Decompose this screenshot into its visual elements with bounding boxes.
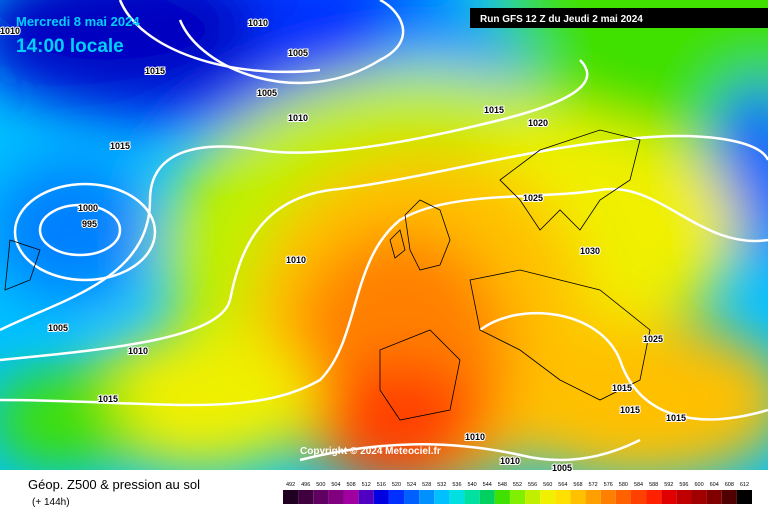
colorbar-cell — [540, 490, 556, 504]
colorbar-cell — [721, 490, 737, 504]
colorbar-cell — [313, 490, 329, 504]
colorbar-cell — [298, 490, 314, 504]
isobar-label: 1005 — [48, 323, 68, 333]
isobar-label: 995 — [82, 219, 97, 229]
isobar-label: 1025 — [523, 193, 543, 203]
colorbar-label: 536 — [452, 482, 461, 488]
colorbar-label: 500 — [316, 482, 325, 488]
run-box — [470, 8, 768, 28]
colorbar-cell — [479, 490, 495, 504]
colorbar-cell — [404, 490, 420, 504]
isobar-label: 1030 — [580, 246, 600, 256]
colorbar-label: 532 — [437, 482, 446, 488]
colorbar-label: 592 — [664, 482, 673, 488]
colorbar-label: 584 — [634, 482, 643, 488]
isobar-labels: 1010 1010 1005 1015 1005 1010 1015 1020 1015 1000… — [0, 17, 687, 474]
isobar-label: 1010 — [286, 255, 306, 265]
colorbar-cell — [661, 490, 677, 504]
colorbar-cell — [646, 490, 662, 504]
colorbar-label: 604 — [710, 482, 719, 488]
colorbar-cell — [509, 490, 526, 504]
isobar-label: 1015 — [620, 405, 640, 415]
colorbar-label: 568 — [573, 482, 582, 488]
colorbar-cell — [388, 490, 405, 504]
colorbar-cell — [419, 490, 435, 504]
isobar-label: 1010 — [465, 432, 485, 442]
colorbar-cell — [706, 490, 722, 504]
colorbar-label: 492 — [286, 482, 295, 488]
copyright: Copyright © 2024 Meteociel.fr — [300, 446, 441, 457]
isobars — [0, 0, 768, 462]
isobar-label: 1010 — [128, 346, 148, 356]
colorbar-label: 520 — [392, 482, 401, 488]
isobar-label: 1005 — [288, 48, 308, 58]
colorbar-label: 552 — [513, 482, 522, 488]
colorbar-label: 612 — [740, 482, 749, 488]
colorbar-label: 576 — [604, 482, 613, 488]
colorbar-cell — [343, 490, 359, 504]
colorbar-label: 608 — [725, 482, 734, 488]
colorbar-cell — [691, 490, 707, 504]
colorbar-label: 544 — [483, 482, 492, 488]
isobar-label: 1005 — [257, 88, 277, 98]
forecast-time: 14:00 locale — [16, 36, 124, 57]
colorbar-cell — [555, 490, 571, 504]
isobar-label: 1010 — [288, 113, 308, 123]
isobar-label: 1015 — [145, 66, 165, 76]
isobar-label: 1005 — [552, 463, 572, 473]
colorbar-cell — [494, 490, 510, 504]
colorbar-cell — [600, 490, 616, 504]
colorbar-label: 588 — [649, 482, 658, 488]
colorbar-label: 596 — [679, 482, 688, 488]
isobar-label: 1020 — [528, 118, 548, 128]
colorbar-cell — [449, 490, 465, 504]
colorbar-label: 540 — [468, 482, 477, 488]
colorbar-label: 580 — [619, 482, 628, 488]
isobar-label: 1015 — [110, 141, 130, 151]
colorbar-label: 564 — [558, 482, 567, 488]
isobar-label: 1000 — [78, 203, 98, 213]
isobar-label: 1010 — [500, 456, 520, 466]
colorbar-cell — [464, 490, 480, 504]
colorbar-label: 560 — [543, 482, 552, 488]
footer-title: Géop. Z500 & pression au sol — [28, 477, 200, 492]
colorbar-label: 600 — [694, 482, 703, 488]
colorbar-cell — [736, 490, 752, 504]
colorbar-label: 556 — [528, 482, 537, 488]
isobar-label: 1015 — [666, 413, 686, 423]
colorbar-cell — [676, 490, 692, 504]
colorbar-cell — [585, 490, 601, 504]
isobar-label: 1025 — [643, 334, 663, 344]
colorbar-label: 548 — [498, 482, 507, 488]
colorbar-cell — [525, 490, 541, 504]
forecast-date: Mercredi 8 mai 2024 — [16, 14, 140, 29]
colorbar-label: 496 — [301, 482, 310, 488]
colorbar-cell — [358, 490, 374, 504]
colorbar-label: 572 — [589, 482, 598, 488]
colorbar-cell — [434, 490, 450, 504]
colorbar-label: 528 — [422, 482, 431, 488]
colorbar-cell — [615, 490, 631, 504]
footer-subtitle: (+ 144h) — [32, 497, 70, 508]
colorbar-cell — [283, 490, 299, 504]
isobar-label: 1015 — [612, 383, 632, 393]
colorbar: 492 496 500 504 508 512 516 520 524 528 532 536 540 5… — [283, 482, 752, 504]
colorbar-cell — [630, 490, 647, 504]
colorbar-cell — [328, 490, 344, 504]
coastlines — [4, 129, 651, 421]
isobar-label: 1015 — [98, 394, 118, 404]
isobar-label: 1010 — [248, 18, 268, 28]
colorbar-label: 508 — [346, 482, 355, 488]
colorbar-label: 504 — [331, 482, 340, 488]
map — [0, 0, 768, 470]
colorbar-label: 516 — [377, 482, 386, 488]
run-info: Run GFS 12 Z du Jeudi 2 mai 2024 — [480, 14, 643, 25]
colorbar-cell — [570, 490, 586, 504]
colorbar-label: 524 — [407, 482, 416, 488]
colorbar-label: 512 — [362, 482, 371, 488]
isobar-label: 1010 — [0, 26, 20, 36]
colorbar-cell — [373, 490, 389, 504]
isobar-label: 1015 — [484, 105, 504, 115]
